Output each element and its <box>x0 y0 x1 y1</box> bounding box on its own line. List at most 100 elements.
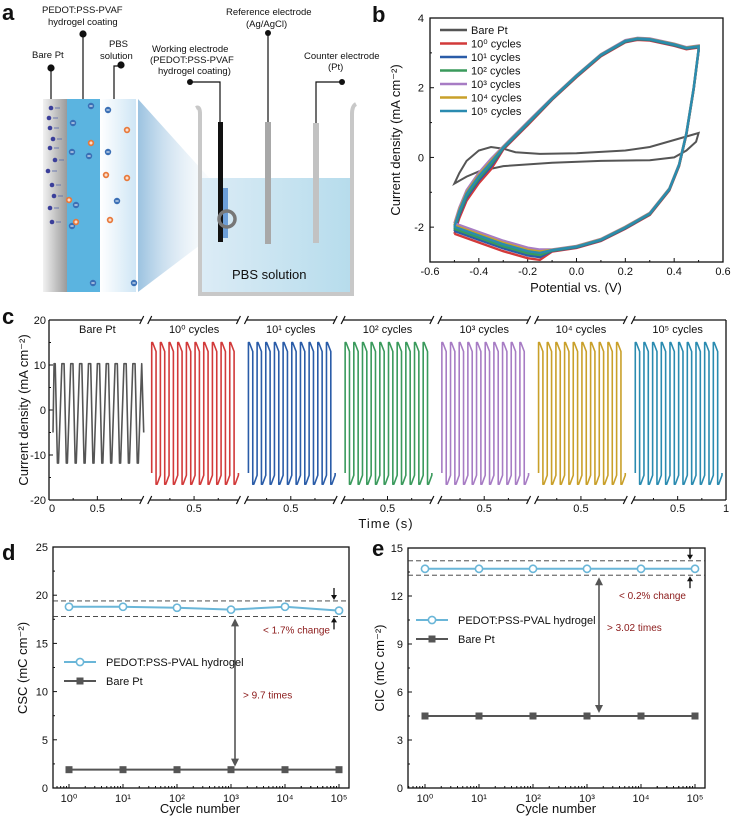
label-counter-line1: Counter electrode <box>304 51 380 62</box>
b-legend-label: 10³ cycles <box>471 79 521 91</box>
d-plot-marker-circle <box>118 602 128 612</box>
label-working-line1: Working electrode <box>152 44 228 55</box>
c-axis-break-mark <box>235 495 241 505</box>
d-plot-marker-square <box>227 766 235 774</box>
electron-icon <box>46 115 52 121</box>
d-plot-ytick-label: 25 <box>36 542 48 554</box>
electron-icon <box>48 105 54 111</box>
e-plot-ytick-label: 6 <box>397 687 403 699</box>
electron-icon <box>52 157 58 163</box>
plus-sign-icon <box>125 176 129 180</box>
e-plot-marker-square <box>637 712 645 720</box>
d-plot-ytick-label: 5 <box>42 735 48 747</box>
d-plot-marker-square <box>281 766 289 774</box>
b-xtick-label: 0.6 <box>715 266 730 278</box>
c-ytick-label: 0 <box>40 405 46 417</box>
d-xlabel: Cycle number <box>160 801 241 816</box>
e-xlabel: Cycle number <box>516 801 597 816</box>
electron-icon <box>49 219 55 225</box>
pbs-layer <box>100 99 136 292</box>
d-plot-arrow-down-icon <box>331 594 337 600</box>
e-plot-marker-square <box>421 712 429 720</box>
d-plot-ytick-label: 20 <box>36 590 48 602</box>
e-plot-legend-label: PEDOT:PSS-PVAL hydrogel <box>458 615 596 627</box>
panel-label-c: c <box>2 304 14 329</box>
c-xtick-label: 0.5 <box>186 503 201 515</box>
c-xtick-label: 0.5 <box>477 503 492 515</box>
d-plot-legend-marker <box>75 657 85 667</box>
electron-icon <box>47 125 53 131</box>
e-plot-xtick-label: 10⁴ <box>633 793 650 805</box>
d-plot-marker-circle <box>334 606 344 616</box>
d-plot-marker-square <box>65 766 73 774</box>
c-axis-break-mark <box>429 495 435 505</box>
c-xtick-label: 0.5 <box>670 503 685 515</box>
electron-icon <box>47 145 53 151</box>
d-plot-xtick-label: 10³ <box>223 793 239 805</box>
c-segment-label: Bare Pt <box>79 324 116 336</box>
electron-icon <box>49 182 55 188</box>
b-legend-label: 10² cycles <box>471 66 521 78</box>
ions-group <box>45 102 138 287</box>
d-plot-xtick-label: 10⁵ <box>331 793 348 805</box>
panel-a-diagram: a Bare Pt PEDOT:PSS-PVAF hydrogel coatin… <box>2 0 380 296</box>
b-ytick-label: 2 <box>418 83 424 95</box>
counter-electrode <box>313 79 345 243</box>
label-working-line2: (PEDOT:PSS-PVAF <box>150 55 234 66</box>
e-plot-ytick-label: 12 <box>391 591 403 603</box>
electron-icon <box>45 168 51 174</box>
e-plot-marker-square <box>529 712 537 720</box>
c-ytick-label: -10 <box>30 450 46 462</box>
e-plot-legend-label: Bare Pt <box>458 634 495 646</box>
e-plot-xtick-label: 10⁰ <box>417 793 434 805</box>
c-ytick-label: 20 <box>34 315 46 327</box>
b-xtick-label: -0.4 <box>469 266 488 278</box>
panel-label-d: d <box>2 540 15 565</box>
reference-electrode <box>265 30 271 244</box>
b-xtick-label: -0.2 <box>518 266 537 278</box>
c-pulse-series-4 <box>441 341 530 486</box>
b-legend-label: 10¹ cycles <box>471 52 521 64</box>
c-axis-break-mark <box>622 315 628 325</box>
b-ytick-label: 4 <box>418 13 424 25</box>
e-plot-ratio-annotation: > 3.02 times <box>607 623 662 634</box>
e-ylabel: CIC (mC cm⁻²) <box>372 624 387 711</box>
b-xtick-label: 0.4 <box>667 266 682 278</box>
label-coating-line2: hydrogel coating <box>48 17 118 28</box>
b-ytick-label: -2 <box>414 222 424 234</box>
c-xlabel: Time (s) <box>358 516 413 531</box>
d-plot-xtick-label: 10¹ <box>115 793 131 805</box>
c-axis-break-mark <box>332 315 338 325</box>
e-plot-marker-square <box>691 712 699 720</box>
b-legend-label: 10⁴ cycles <box>471 93 522 105</box>
b-xtick-label: -0.6 <box>421 266 440 278</box>
c-axis-break-mark <box>332 495 338 505</box>
d-plot-marker-circle <box>280 602 290 612</box>
panel-d-csc-chart: d 0 5 10 15 20 25 10⁰ 10¹ 10² 10³ 10⁴ 10⁵ > 9.7 time… <box>2 540 350 816</box>
d-plot-series-line-0 <box>69 605 340 612</box>
electron-icon <box>51 193 57 199</box>
b-xtick-label: 0.0 <box>569 266 584 278</box>
d-plot-ytick-label: 10 <box>36 687 48 699</box>
c-pulse-series-0 <box>52 362 145 464</box>
d-plot-marker-circle <box>172 603 182 613</box>
c-axis-break-mark <box>526 495 532 505</box>
e-plot-marker-square <box>583 712 591 720</box>
b-legend-label: 10⁵ cycles <box>471 106 522 118</box>
c-segment-label: 10⁰ cycles <box>169 324 220 336</box>
c-axis-break-mark <box>622 495 628 505</box>
e-plot-marker-square <box>475 712 483 720</box>
c-pulse-series-6 <box>634 341 723 486</box>
e-plot-xtick-label: 10³ <box>579 793 595 805</box>
b-ylabel: Current density (mA cm⁻²) <box>388 64 403 215</box>
d-plot-marker-square <box>335 766 343 774</box>
c-axis-break-mark <box>526 315 532 325</box>
label-counter-line2: (Pt) <box>328 62 343 73</box>
c-axis-break-mark <box>139 495 145 505</box>
panel-c-pulse-chart: c -20 -10 0 10 20 0.5 0 Bare Pt 0.5 10⁰ cycles 0.5… <box>2 304 729 531</box>
c-ytick-label: -20 <box>30 495 46 507</box>
c-ytick-label: 10 <box>34 360 46 372</box>
plus-sign-icon <box>104 173 108 177</box>
b-series-cycles-5 <box>453 37 700 255</box>
c-pulse-series-1 <box>150 341 240 486</box>
